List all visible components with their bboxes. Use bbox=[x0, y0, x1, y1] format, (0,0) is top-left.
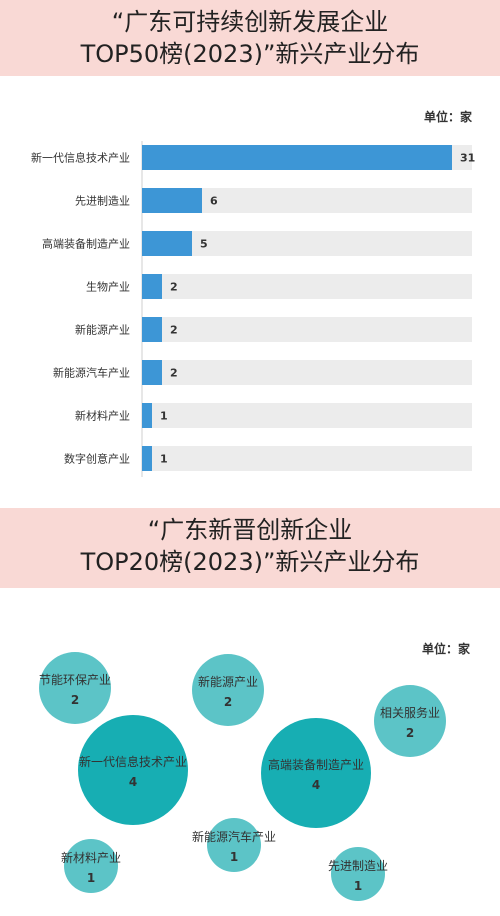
bubble bbox=[78, 715, 188, 825]
bar-value-label: 2 bbox=[170, 367, 178, 380]
bar bbox=[142, 317, 162, 342]
bar-value-label: 1 bbox=[160, 410, 168, 423]
chart2-title-line1: “广东新晋创新企业 bbox=[147, 516, 353, 544]
bar-chart: 新一代信息技术产业 31 先进制造业 6 高端装备制造产业 5 生物产业 2 新能源产业 2 新能源… bbox=[31, 141, 475, 477]
chart1-title-line1: “广东可持续创新发展企业 bbox=[111, 8, 389, 36]
bar-category-label: 先进制造业 bbox=[75, 194, 130, 208]
bar-track bbox=[142, 274, 472, 299]
bar-value-label: 1 bbox=[160, 453, 168, 466]
bubble bbox=[207, 818, 261, 872]
bar-category-label: 新材料产业 bbox=[75, 409, 130, 423]
bar-category-label: 新能源汽车产业 bbox=[53, 366, 130, 380]
bar-track bbox=[142, 446, 472, 471]
bar-track bbox=[142, 360, 472, 385]
bar-value-label: 2 bbox=[170, 281, 178, 294]
bar-category-label: 高端装备制造产业 bbox=[42, 237, 130, 251]
bar-category-label: 新能源产业 bbox=[75, 323, 130, 337]
bar-track bbox=[142, 317, 472, 342]
bar bbox=[142, 274, 162, 299]
bubble bbox=[192, 654, 264, 726]
chart1-unit-label: 单位：家 bbox=[423, 110, 472, 124]
bubble-category-label: 相关服务业 bbox=[380, 705, 440, 720]
chart1-title-banner: “广东可持续创新发展企业 TOP50榜(2023)”新兴产业分布 bbox=[0, 0, 500, 76]
bubble-category-label: 新材料产业 bbox=[61, 850, 121, 865]
bar-value-label: 6 bbox=[210, 195, 218, 208]
chart2-title-line2: TOP20榜(2023)”新兴产业分布 bbox=[80, 548, 420, 576]
bar bbox=[142, 231, 192, 256]
bubble-value-label: 1 bbox=[230, 850, 238, 864]
chart2-title-banner: “广东新晋创新企业 TOP20榜(2023)”新兴产业分布 bbox=[0, 508, 500, 588]
chart2-unit-label: 单位：家 bbox=[421, 642, 470, 656]
bubble-category-label: 新能源汽车产业 bbox=[192, 829, 276, 844]
bar bbox=[142, 188, 202, 213]
bubble-value-label: 4 bbox=[312, 778, 320, 792]
bubble-value-label: 2 bbox=[406, 726, 414, 740]
bubble bbox=[39, 652, 111, 724]
bubble-value-label: 2 bbox=[224, 695, 232, 709]
bar bbox=[142, 360, 162, 385]
bubble bbox=[261, 718, 371, 828]
bubble-category-label: 先进制造业 bbox=[328, 859, 388, 873]
bubble-category-label: 新一代信息技术产业 bbox=[79, 754, 187, 769]
bar bbox=[142, 446, 152, 471]
bubble bbox=[64, 839, 118, 893]
bar-value-label: 2 bbox=[170, 324, 178, 337]
bar-value-label: 31 bbox=[460, 152, 475, 165]
bar-track bbox=[142, 231, 472, 256]
bubble-category-label: 高端装备制造产业 bbox=[268, 757, 364, 772]
bubble-category-label: 节能环保产业 bbox=[39, 673, 111, 687]
bar-category-label: 数字创意产业 bbox=[64, 452, 130, 466]
bar bbox=[142, 145, 452, 170]
bubble bbox=[331, 847, 385, 901]
bubble-category-label: 新能源产业 bbox=[198, 674, 258, 689]
bubble-value-label: 4 bbox=[129, 775, 137, 789]
bubble-value-label: 1 bbox=[87, 871, 95, 885]
bubble-value-label: 1 bbox=[354, 879, 362, 893]
chart1-title-line2: TOP50榜(2023)”新兴产业分布 bbox=[80, 40, 420, 68]
bubble bbox=[374, 685, 446, 757]
bar-track bbox=[142, 403, 472, 428]
bar-value-label: 5 bbox=[200, 238, 208, 251]
bar-category-label: 新一代信息技术产业 bbox=[31, 151, 130, 165]
bar-category-label: 生物产业 bbox=[86, 280, 130, 294]
bar bbox=[142, 403, 152, 428]
bubble-value-label: 2 bbox=[71, 693, 79, 707]
